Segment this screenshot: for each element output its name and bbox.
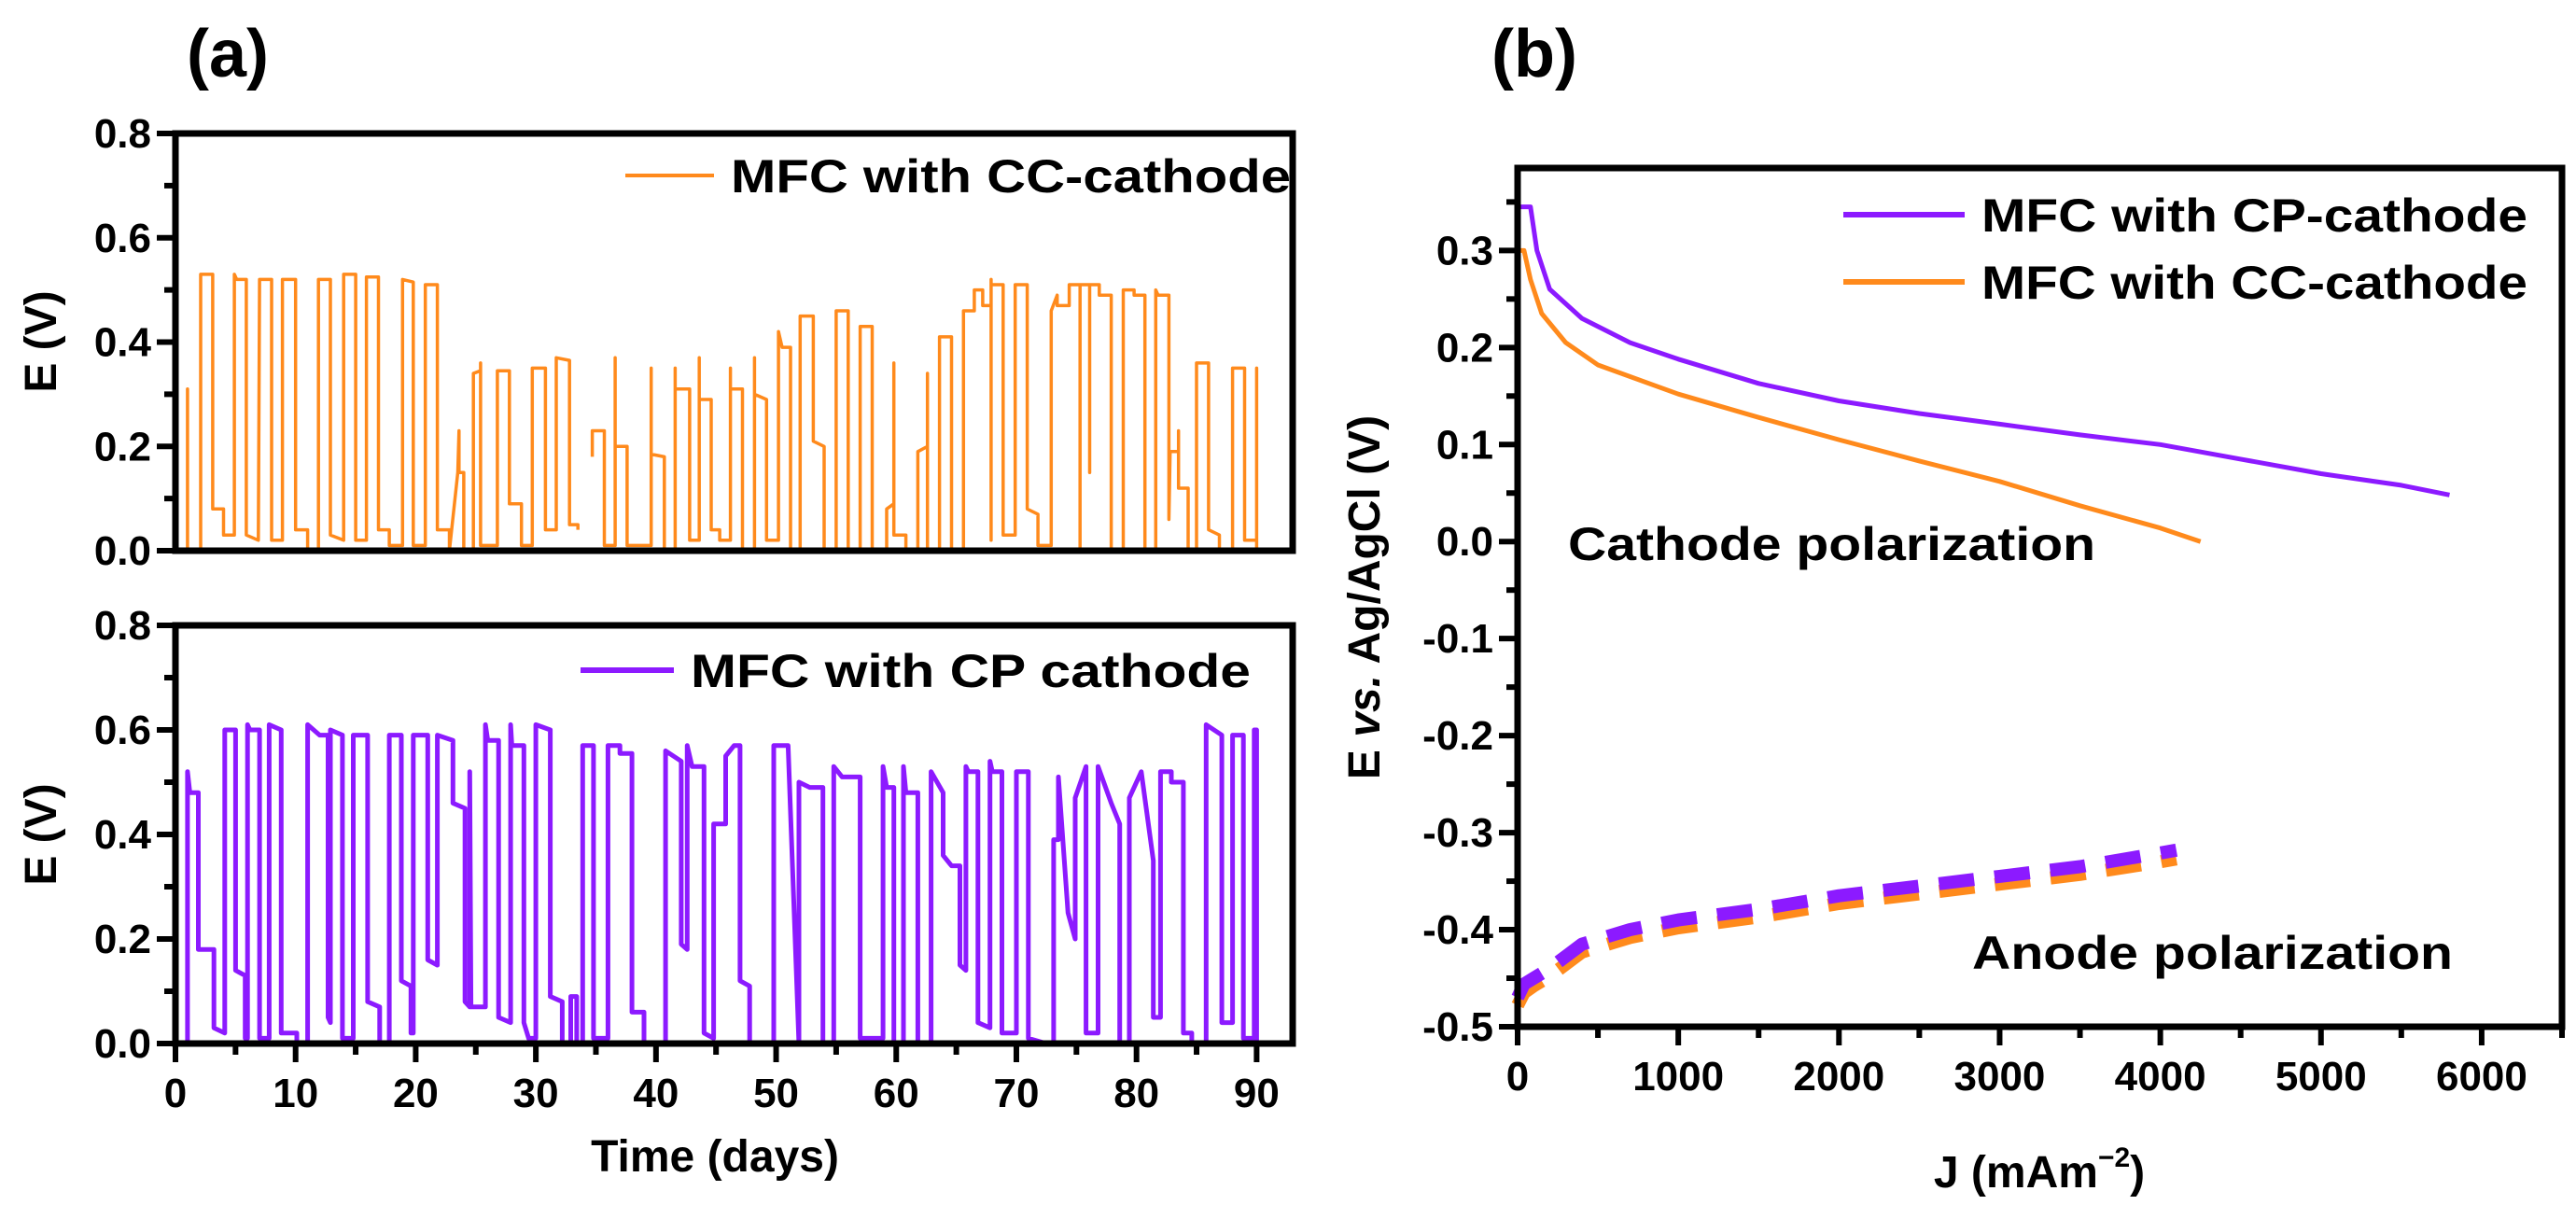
y-title-b-prefix: E (1340, 737, 1390, 779)
series-line-0 (1518, 204, 2450, 497)
y-tick-label: 0.4 (94, 320, 152, 366)
y-tick-label: -0.1 (1422, 616, 1493, 662)
x-tick-label: 10 (273, 1071, 318, 1116)
y-title-b-italic: vs. (1340, 675, 1390, 737)
series-line-0 (186, 273, 580, 553)
y-tick-label: 0.2 (94, 424, 151, 469)
x-tick-label: 3000 (1954, 1054, 2046, 1100)
x-axis-title-a: Time (days) (591, 1132, 839, 1182)
annotation-cathode: Cathode polarization (1568, 518, 2095, 570)
series-line-1 (1518, 247, 2202, 544)
x-title-b-suffix: ) (2130, 1148, 2145, 1198)
y-tick-label: 0.0 (1436, 519, 1493, 565)
annotation-anode: Anode polarization (1972, 927, 2453, 979)
x-tick-label: 0 (1506, 1054, 1529, 1100)
y-tick-label: 0.2 (1436, 325, 1493, 371)
x-tick-label: 4000 (2115, 1054, 2206, 1100)
y-tick-label: 0.2 (94, 917, 151, 962)
y-tick-label: 0.1 (1436, 422, 1493, 468)
series-line-0 (185, 722, 1259, 1046)
series-line-3 (1511, 843, 2178, 1001)
series-line-2 (1511, 852, 2178, 1009)
y-tick-label: -0.2 (1422, 713, 1493, 759)
x-tick-label: 0 (164, 1071, 187, 1116)
y-axis-title-a-bottom: E (V) (17, 783, 66, 885)
plot-frame (1514, 164, 2566, 1030)
panel-label-a: (a) (187, 17, 269, 91)
x-tick-label: 30 (513, 1071, 559, 1116)
y-axis-title-a-top: E (V) (17, 290, 66, 392)
x-tick-label: 50 (753, 1071, 799, 1116)
plot-a-top: 0.0 0.2 0.4 0.6 0.8 MFC with CC-cathode (94, 111, 1296, 574)
legend-label: MFC with CP-cathode (1981, 189, 2527, 242)
legend-label: MFC with CP cathode (691, 645, 1251, 697)
x-tick-label: 70 (993, 1071, 1039, 1116)
series-line-1 (590, 277, 1259, 553)
y-tick-label: 0.8 (94, 603, 151, 649)
x-title-b-main: J (mAm (1934, 1148, 2098, 1198)
x-tick-label: 60 (874, 1071, 919, 1116)
y-tick-label: 0.3 (1436, 228, 1493, 273)
x-tick-label: 1000 (1632, 1054, 1724, 1100)
panel-label-b: (b) (1491, 17, 1577, 91)
x-tick-label: 2000 (1793, 1054, 1884, 1100)
x-tick-label: 40 (633, 1071, 679, 1116)
legend-label: MFC with CC-cathode (1981, 257, 2527, 309)
y-axis-title-b: E vs. Ag/AgCl (V) (1340, 415, 1390, 779)
y-tick-label: 0.6 (94, 216, 151, 261)
y-tick-label: 0.0 (94, 528, 151, 574)
y-tick-label: 0.6 (94, 708, 151, 753)
y-tick-label: -0.3 (1422, 810, 1493, 856)
y-tick-label: 0.4 (94, 812, 152, 858)
x-tick-label: 5000 (2275, 1054, 2367, 1100)
x-tick-label: 20 (393, 1071, 439, 1116)
y-tick-label: -0.5 (1422, 1004, 1493, 1050)
x-tick-label: 80 (1113, 1071, 1159, 1116)
x-title-b-superscript: −2 (2098, 1142, 2130, 1173)
y-tick-label: 0.8 (94, 111, 151, 157)
y-tick-label: 0.0 (94, 1021, 151, 1067)
x-axis-title-b: J (mAm−2) (1934, 1142, 2145, 1198)
plot-a-bottom: 0.0 0.2 0.4 0.6 0.8 0 10 20 30 40 50 60 70 80 90 MFC wi… (94, 603, 1296, 1116)
x-tick-label: 6000 (2436, 1054, 2527, 1100)
plot-b: -0.5 -0.4 -0.3 -0.2 -0.1 0.0 0.1 0.2 0.3 0 1000 200… (1422, 164, 2566, 1100)
legend-label: MFC with CC-cathode (731, 150, 1291, 203)
x-tick-label: 90 (1234, 1071, 1280, 1116)
y-title-b-suffix: Ag/AgCl (V) (1340, 415, 1390, 675)
y-tick-label: -0.4 (1422, 907, 1493, 953)
